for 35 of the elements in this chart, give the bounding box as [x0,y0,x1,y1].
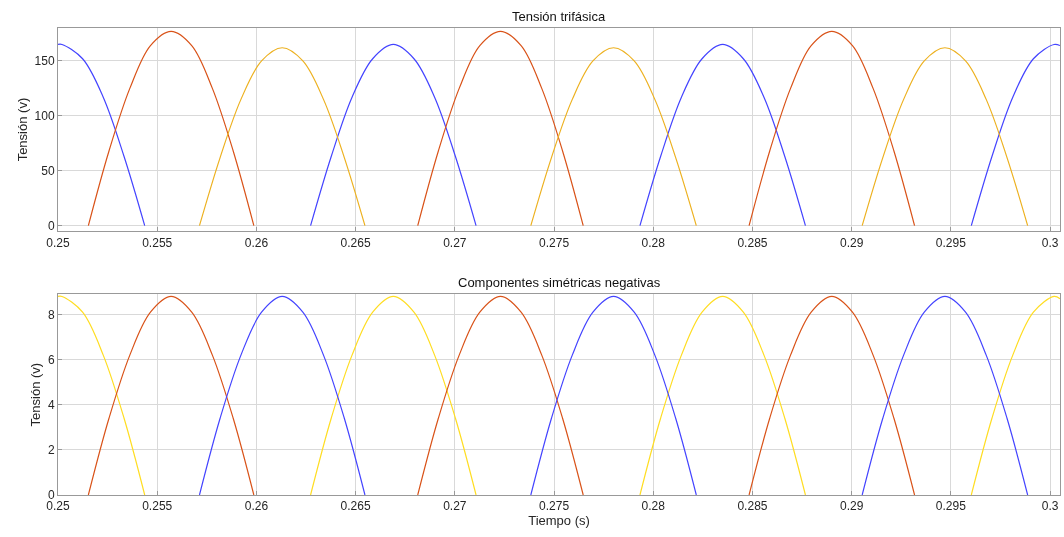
x-tick-label: 0.28 [641,235,666,250]
y-tick-label: 0 [47,218,55,233]
y-tick-label: 150 [34,54,55,69]
x-tick-label: 0.27 [443,499,467,514]
x-tick-label: 0.29 [839,235,864,250]
x-tick-label: 0.275 [539,235,570,250]
x-tick-label: 0.275 [539,499,570,514]
y-tick-label: 50 [41,163,55,178]
x-tick-label: 0.265 [340,499,371,514]
x-tick-label: 0.3 [1041,235,1059,250]
x-tick-label: 0.285 [737,235,768,250]
x-tick-label: 0.25 [46,235,70,250]
x-tick-label: 0.26 [244,235,269,250]
x-tick-label: 0.255 [142,235,173,250]
chart-title: Componentes simétricas negativas [458,275,661,290]
x-tick-label: 0.295 [935,235,967,250]
x-tick-label: 0.295 [935,499,967,514]
y-tick-label: 6 [47,352,55,367]
y-axis-title: Tensión (v) [27,362,43,427]
x-tick-label: 0.27 [443,235,467,250]
x-tick-label: 0.29 [839,499,864,514]
y-tick-label: 8 [47,307,55,322]
x-tick-label: 0.28 [641,499,666,514]
y-axis-title: Tensión (v) [14,97,30,162]
chart-title: Tensión trifásica [512,9,606,24]
y-tick-label: 100 [34,109,55,124]
x-tick-label: 0.3 [1041,499,1059,514]
y-tick-label: 4 [47,397,55,412]
x-tick-label: 0.26 [244,499,269,514]
x-tick-label: 0.25 [46,499,70,514]
x-tick-label: 0.285 [737,499,768,514]
x-tick-label: 0.265 [340,235,371,250]
x-tick-label: 0.255 [142,499,173,514]
x-axis-title: Tiempo (s) [528,513,590,529]
y-tick-label: 2 [47,443,55,458]
